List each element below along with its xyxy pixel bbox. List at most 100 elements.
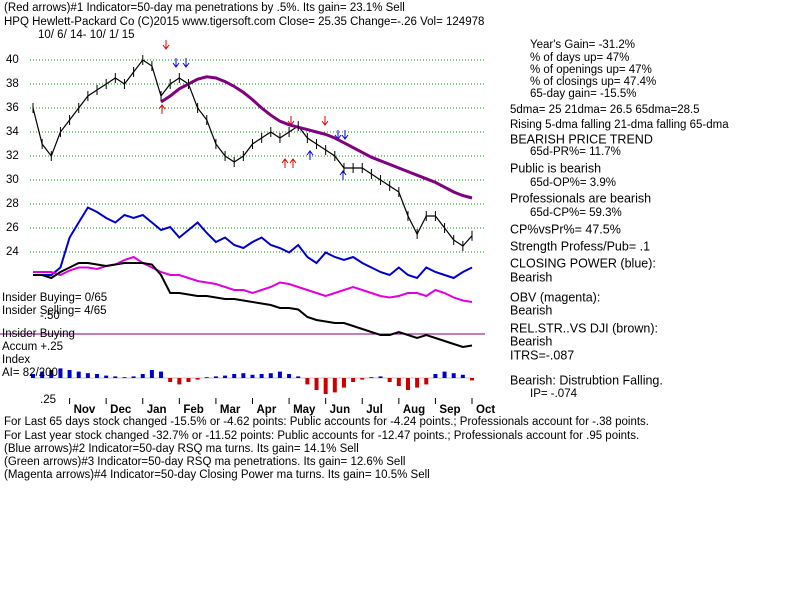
label-text: IP= -.074 <box>530 388 578 400</box>
accum-bar <box>396 378 401 386</box>
label-text: % of closings up= 47.4% <box>530 76 656 88</box>
accum-bar <box>104 375 109 378</box>
accum-bar <box>451 373 456 378</box>
label-text: -.50 <box>40 310 60 322</box>
accum-bar <box>470 378 474 381</box>
x-tick-label: May <box>293 404 316 416</box>
accum-bar <box>341 378 346 388</box>
x-tick-label: Oct <box>476 404 495 416</box>
x-tick-label: Dec <box>110 404 132 416</box>
x-tick-label: Jul <box>366 404 383 416</box>
label-text: Index <box>2 354 30 366</box>
accum-bar <box>122 377 127 378</box>
label-text: Public is bearish <box>510 161 601 175</box>
x-tick-label: Nov <box>74 404 96 416</box>
label-text: For Last year stock changed -32.7% or -1… <box>4 430 639 442</box>
label-text: HPQ Hewlett-Packard Co (C)2015 www.tiger… <box>4 16 484 28</box>
accum-bar <box>177 378 182 385</box>
label-text: 65d-PR%= 11.7% <box>530 146 621 158</box>
accum-bar <box>314 378 319 390</box>
label-text: Bearish <box>510 270 552 284</box>
label-text: AI= 82/200 <box>2 367 58 379</box>
label-text: Bearish <box>510 303 552 317</box>
x-tick-label: Feb <box>183 404 203 416</box>
label-text: 65-day gain= -15.5% <box>530 88 636 100</box>
accum-bar <box>223 375 228 378</box>
y-tick-label: 38 <box>6 78 19 90</box>
label-text: Insider Selling= 4/65 <box>2 305 107 317</box>
y-tick-label: 34 <box>6 126 19 138</box>
accum-bar <box>85 373 90 378</box>
accum-bar <box>433 374 438 378</box>
accum-bar <box>296 376 301 378</box>
accum-bar <box>259 374 264 378</box>
accum-bar <box>168 378 173 382</box>
label-text: REL.STR..VS DJI (brown): <box>510 321 658 335</box>
accum-bar <box>67 370 72 378</box>
label-text: Insider Buying <box>2 328 75 340</box>
accum-bar <box>232 374 237 378</box>
accum-bar <box>460 374 465 378</box>
x-tick-label: Apr <box>257 404 277 416</box>
accum-bar <box>323 378 328 394</box>
label-text: (Red arrows)#1 Indicator=50-day ma penet… <box>4 2 405 14</box>
accum-bar <box>113 376 118 378</box>
label-text: Bearish <box>510 334 552 348</box>
accum-bar <box>131 376 136 378</box>
accum-bar <box>442 371 447 378</box>
indicator-line <box>33 206 473 280</box>
red-arrows <box>158 40 329 168</box>
label-text: % of openings up= 47% <box>530 64 652 76</box>
x-tick-label: Aug <box>403 404 425 416</box>
accum-bar <box>213 376 218 378</box>
label-text: 5dma= 25 21dma= 26.5 65dma=28.5 <box>510 104 700 116</box>
indicator-line <box>33 262 473 349</box>
accum-bar <box>58 368 63 378</box>
accum-bar <box>159 371 164 378</box>
label-text: Strength Profess/Pub= .1 <box>510 239 650 253</box>
label-text: CLOSING POWER (blue): <box>510 256 656 270</box>
label-text: Accum +.25 <box>2 341 63 353</box>
accum-bar <box>369 377 374 378</box>
accum-bar <box>405 378 410 390</box>
label-text: BEARISH PRICE TREND <box>510 132 653 146</box>
price-line <box>32 59 473 247</box>
label-text: Insider Buying= 0/65 <box>2 292 107 304</box>
accum-bar <box>360 378 365 380</box>
accum-bar <box>140 374 145 378</box>
label-text: (Green arrows)#3 Indicator=50-day RSQ ma… <box>4 456 405 468</box>
accum-bar <box>277 371 282 378</box>
accum-bar <box>268 373 273 378</box>
y-tick-label: 26 <box>6 222 19 234</box>
accum-bar <box>332 378 337 393</box>
label-text: .25 <box>40 394 56 406</box>
y-tick-label: 24 <box>6 246 19 258</box>
label-text: 10/ 6/ 14- 10/ 1/ 15 <box>38 29 135 41</box>
accum-bar <box>204 377 209 378</box>
accum-bar <box>76 371 81 378</box>
label-text: (Blue arrows)#2 Indicator=50-day RSQ ma … <box>4 443 359 455</box>
label-text: Professionals are bearish <box>510 191 651 205</box>
accum-bar <box>40 371 45 378</box>
accum-bar <box>149 370 154 378</box>
accum-bar <box>49 370 54 378</box>
y-tick-label: 36 <box>6 102 19 114</box>
blue-arrows <box>172 58 349 180</box>
y-tick-label: 40 <box>6 54 19 66</box>
accum-bar <box>387 378 392 382</box>
label-text: % of days up= 47% <box>530 52 629 64</box>
label-text: For Last 65 days stock changed -15.5% or… <box>4 416 649 428</box>
y-tick-label: 28 <box>6 198 19 210</box>
label-text: ITRS=-.087 <box>510 348 574 362</box>
x-tick-label: Jun <box>330 404 350 416</box>
accum-bar <box>31 374 35 378</box>
label-text: Rising 5-dma falling 21-dma falling 65-d… <box>510 119 729 131</box>
y-tick-label: 30 <box>6 174 19 186</box>
accum-bar <box>424 378 429 385</box>
y-tick-label: 32 <box>6 150 19 162</box>
label-text: 65d-CP%= 59.3% <box>530 207 622 219</box>
x-tick-label: Sep <box>439 404 460 416</box>
accum-bar <box>241 373 246 378</box>
moving-average <box>160 75 473 200</box>
